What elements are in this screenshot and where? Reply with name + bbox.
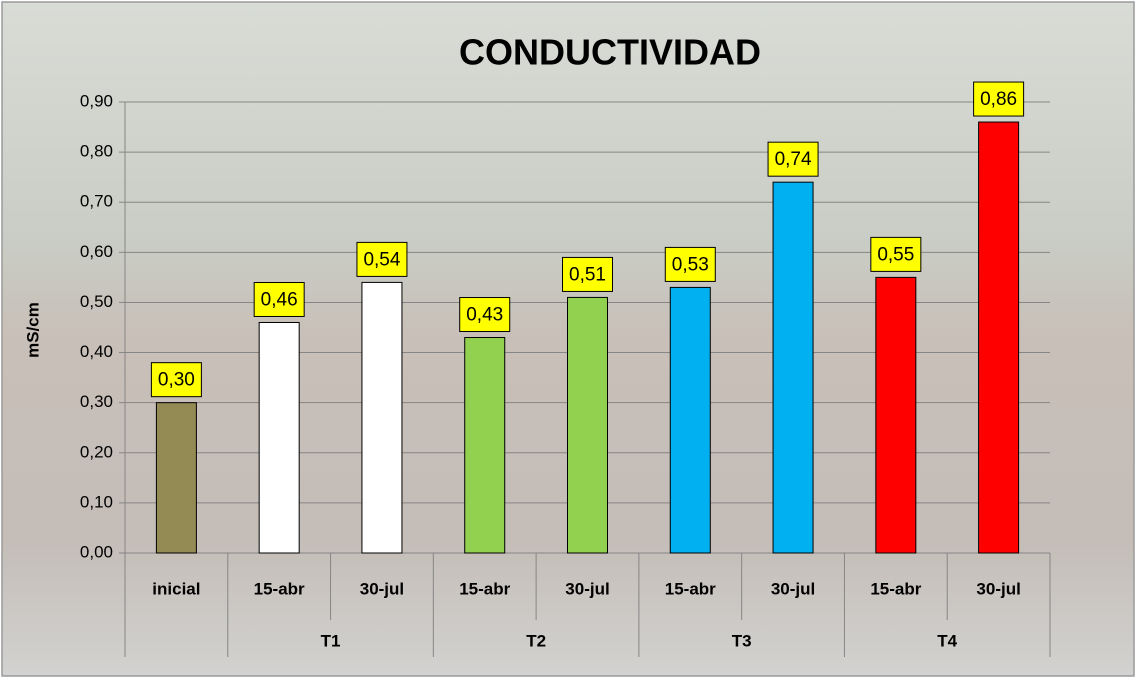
x-tick-label: 15-abr [870,579,921,598]
bar [669,286,711,554]
group-label: T1 [321,631,341,650]
value-label: 0,30 [158,370,195,391]
value-label-box [767,141,819,177]
bar [464,337,506,554]
value-label: 0,86 [980,89,1017,110]
value-label-box [562,256,613,292]
group-label: T4 [937,631,957,650]
value-label-box [664,246,716,282]
value-label: 0,46 [261,290,298,311]
value-label: 0,51 [569,264,606,285]
value-label-box [356,241,408,277]
value-label: 0,43 [466,305,503,326]
y-tick-label: 0,80 [80,142,113,161]
x-tick-label: 15-abr [665,579,716,598]
y-tick-label: 0,40 [80,342,113,361]
y-axis-label: mS/cm [23,302,42,358]
x-tick-label: 15-abr [459,579,510,598]
value-label-box [253,281,305,317]
group-label: T2 [526,631,546,650]
y-tick-label: 0,10 [80,492,113,511]
group-label: T3 [732,631,752,650]
x-tick-label: 30-jul [360,579,404,598]
bar [875,276,917,554]
value-label-box [870,236,922,272]
x-tick-label: 30-jul [771,579,815,598]
y-tick-label: 0,20 [80,442,113,461]
value-label: 0,53 [672,254,709,275]
value-label-box [150,362,202,398]
y-tick-label: 0,00 [80,542,113,561]
y-tick-label: 0,70 [80,192,113,211]
bar [772,181,814,554]
value-label: 0,55 [877,244,914,265]
value-label-box [459,297,511,333]
x-tick-label: 15-abr [254,579,305,598]
y-tick-label: 0,50 [80,292,113,311]
y-tick-label: 0,30 [80,392,113,411]
x-tick-label: inicial [152,579,200,598]
value-label: 0,54 [363,249,400,270]
bar [258,321,300,554]
x-tick-label: 30-jul [565,579,609,598]
value-label: 0,74 [775,149,812,170]
bar [978,121,1020,554]
y-tick-label: 0,90 [80,91,113,110]
value-label-box [973,81,1025,117]
y-tick-label: 0,60 [80,242,113,261]
x-tick-label: 30-jul [976,579,1020,598]
bar [155,402,197,554]
bar [361,281,403,554]
bar [567,296,608,554]
chart-title: CONDUCTIVIDAD [459,32,761,73]
